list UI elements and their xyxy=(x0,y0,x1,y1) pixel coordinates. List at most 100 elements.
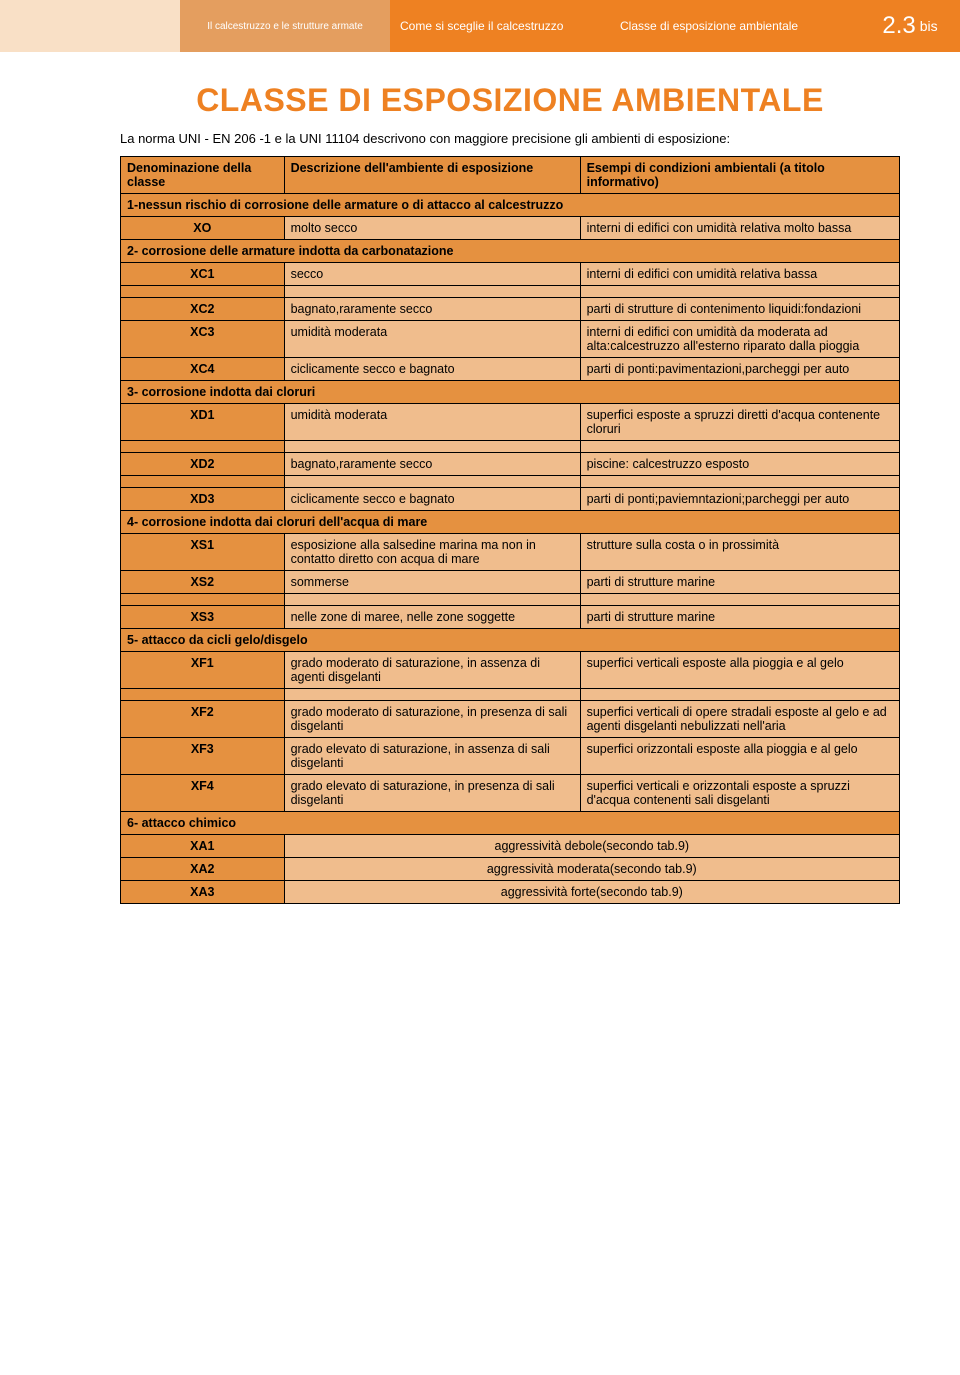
section-3-label: 3- corrosione indotta dai cloruri xyxy=(121,381,900,404)
spacer-row xyxy=(121,689,900,701)
section-row: 3- corrosione indotta dai cloruri xyxy=(121,381,900,404)
page-number-suffix: bis xyxy=(920,18,938,34)
class-desc: nelle zone di maree, nelle zone soggette xyxy=(284,606,580,629)
class-code: XC1 xyxy=(121,263,285,286)
page-number-main: 2.3 xyxy=(882,12,915,40)
class-example: interni di edifici con umidità da modera… xyxy=(580,321,899,358)
class-code: XS3 xyxy=(121,606,285,629)
table-row: XF4 grado elevato di saturazione, in pre… xyxy=(121,775,900,812)
class-desc: grado elevato di saturazione, in assenza… xyxy=(284,738,580,775)
section-5-label: 5- attacco da cicli gelo/disgelo xyxy=(121,629,900,652)
class-example: parti di strutture marine xyxy=(580,571,899,594)
table-row: XC2 bagnato,raramente secco parti di str… xyxy=(121,298,900,321)
class-desc: esposizione alla salsedine marina ma non… xyxy=(284,534,580,571)
class-example: interni di edifici con umidità relativa … xyxy=(580,263,899,286)
class-example: superfici verticali e orizzontali espost… xyxy=(580,775,899,812)
intro-text: La norma UNI - EN 206 -1 e la UNI 11104 … xyxy=(120,131,900,146)
class-merged: aggressività moderata(secondo tab.9) xyxy=(284,858,899,881)
class-example: superfici esposte a spruzzi diretti d'ac… xyxy=(580,404,899,441)
class-example: superfici verticali esposte alla pioggia… xyxy=(580,652,899,689)
class-example: superfici orizzontali esposte alla piogg… xyxy=(580,738,899,775)
breadcrumb-3: Classe di esposizione ambientale xyxy=(610,0,860,52)
table-row: XC1 secco interni di edifici con umidità… xyxy=(121,263,900,286)
section-row: 5- attacco da cicli gelo/disgelo xyxy=(121,629,900,652)
class-example: interni di edifici con umidità relativa … xyxy=(580,217,899,240)
class-desc: bagnato,raramente secco xyxy=(284,453,580,476)
page-number: 2.3 bis xyxy=(860,0,960,52)
page-title: CLASSE DI ESPOSIZIONE AMBIENTALE xyxy=(120,82,900,119)
class-code: XS1 xyxy=(121,534,285,571)
class-desc: ciclicamente secco e bagnato xyxy=(284,488,580,511)
section-6-label: 6- attacco chimico xyxy=(121,812,900,835)
col-header-class: Denominazione della classe xyxy=(121,157,285,194)
class-merged: aggressività forte(secondo tab.9) xyxy=(284,881,899,904)
table-row: XA2 aggressività moderata(secondo tab.9) xyxy=(121,858,900,881)
table-row: XS1 esposizione alla salsedine marina ma… xyxy=(121,534,900,571)
spacer-row xyxy=(121,286,900,298)
table-row: XC3 umidità moderata interni di edifici … xyxy=(121,321,900,358)
table-row: XS3 nelle zone di maree, nelle zone sogg… xyxy=(121,606,900,629)
class-example: superfici verticali di opere stradali es… xyxy=(580,701,899,738)
class-merged: aggressività debole(secondo tab.9) xyxy=(284,835,899,858)
table-row: XA3 aggressività forte(secondo tab.9) xyxy=(121,881,900,904)
breadcrumb-1: Il calcestruzzo e le strutture armate xyxy=(180,0,390,52)
page-content: CLASSE DI ESPOSIZIONE AMBIENTALE La norm… xyxy=(0,52,960,944)
class-desc: sommerse xyxy=(284,571,580,594)
class-desc: grado elevato di saturazione, in presenz… xyxy=(284,775,580,812)
section-row: 6- attacco chimico xyxy=(121,812,900,835)
section-4-label: 4- corrosione indotta dai cloruri dell'a… xyxy=(121,511,900,534)
class-example: parti di ponti;paviemntazioni;parcheggi … xyxy=(580,488,899,511)
class-desc: molto secco xyxy=(284,217,580,240)
table-row: XF1 grado moderato di saturazione, in as… xyxy=(121,652,900,689)
class-code: XD3 xyxy=(121,488,285,511)
col-header-example: Esempi di condizioni ambientali (a titol… xyxy=(580,157,899,194)
spacer-row xyxy=(121,441,900,453)
class-code: XF3 xyxy=(121,738,285,775)
exposure-class-table: Denominazione della classe Descrizione d… xyxy=(120,156,900,904)
header-spacer xyxy=(0,0,180,52)
class-example: parti di strutture di contenimento liqui… xyxy=(580,298,899,321)
class-code: XA2 xyxy=(121,858,285,881)
class-desc: bagnato,raramente secco xyxy=(284,298,580,321)
table-row: XA1 aggressività debole(secondo tab.9) xyxy=(121,835,900,858)
class-code: XC3 xyxy=(121,321,285,358)
page-header: Il calcestruzzo e le strutture armate Co… xyxy=(0,0,960,52)
spacer-row xyxy=(121,594,900,606)
section-1-label: 1-nessun rischio di corrosione delle arm… xyxy=(121,194,900,217)
class-code: XD2 xyxy=(121,453,285,476)
class-desc: umidità moderata xyxy=(284,404,580,441)
class-example: piscine: calcestruzzo esposto xyxy=(580,453,899,476)
class-code: XO xyxy=(121,217,285,240)
class-code: XA3 xyxy=(121,881,285,904)
class-code: XF2 xyxy=(121,701,285,738)
table-header-row: Denominazione della classe Descrizione d… xyxy=(121,157,900,194)
class-desc: secco xyxy=(284,263,580,286)
table-row: XF2 grado moderato di saturazione, in pr… xyxy=(121,701,900,738)
class-example: parti di ponti:pavimentazioni,parcheggi … xyxy=(580,358,899,381)
spacer-row xyxy=(121,476,900,488)
table-row: XD1 umidità moderata superfici esposte a… xyxy=(121,404,900,441)
class-code: XA1 xyxy=(121,835,285,858)
class-desc: grado moderato di saturazione, in assenz… xyxy=(284,652,580,689)
table-row: XD2 bagnato,raramente secco piscine: cal… xyxy=(121,453,900,476)
breadcrumb-2: Come si sceglie il calcestruzzo xyxy=(390,0,610,52)
table-row: XC4 ciclicamente secco e bagnato parti d… xyxy=(121,358,900,381)
class-code: XS2 xyxy=(121,571,285,594)
class-example: parti di strutture marine xyxy=(580,606,899,629)
section-2-label: 2- corrosione delle armature indotta da … xyxy=(121,240,900,263)
table-row: XO molto secco interni di edifici con um… xyxy=(121,217,900,240)
class-desc: grado moderato di saturazione, in presen… xyxy=(284,701,580,738)
table-row: XF3 grado elevato di saturazione, in ass… xyxy=(121,738,900,775)
section-row: 4- corrosione indotta dai cloruri dell'a… xyxy=(121,511,900,534)
class-code: XF4 xyxy=(121,775,285,812)
class-code: XC2 xyxy=(121,298,285,321)
class-code: XF1 xyxy=(121,652,285,689)
class-code: XD1 xyxy=(121,404,285,441)
table-row: XD3 ciclicamente secco e bagnato parti d… xyxy=(121,488,900,511)
class-example: strutture sulla costa o in prossimità xyxy=(580,534,899,571)
table-row: XS2 sommerse parti di strutture marine xyxy=(121,571,900,594)
col-header-desc: Descrizione dell'ambiente di esposizione xyxy=(284,157,580,194)
class-code: XC4 xyxy=(121,358,285,381)
class-desc: ciclicamente secco e bagnato xyxy=(284,358,580,381)
class-desc: umidità moderata xyxy=(284,321,580,358)
